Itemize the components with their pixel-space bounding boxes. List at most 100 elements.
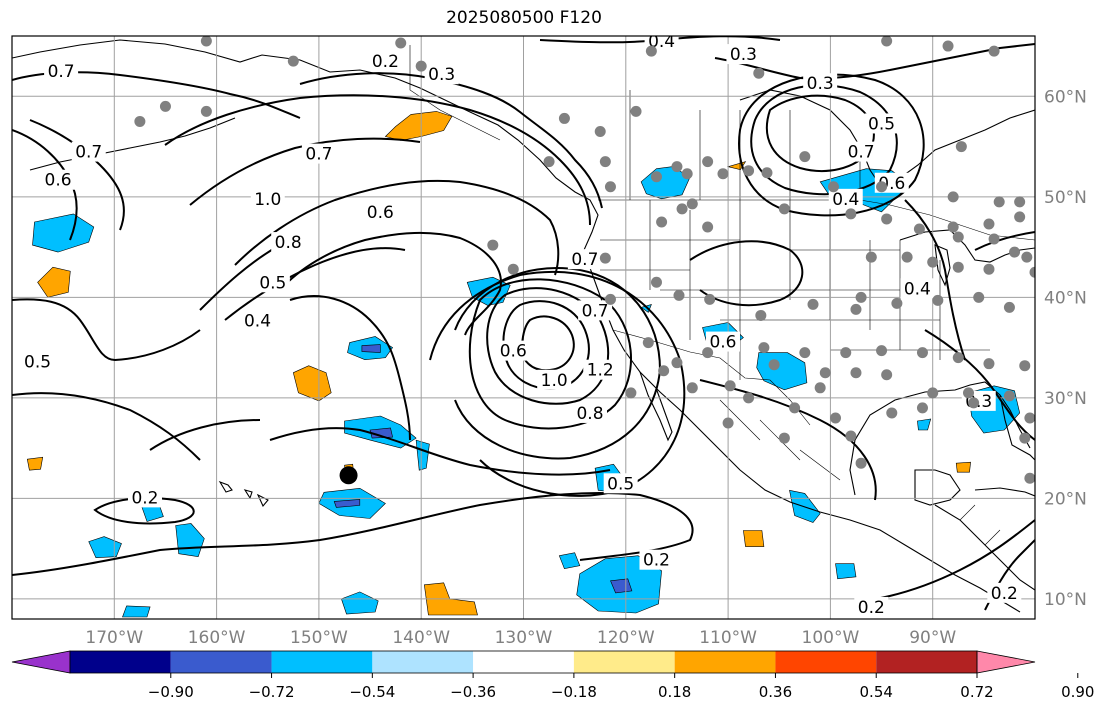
- contour-label-bg: [240, 310, 275, 331]
- station-point: [993, 196, 1005, 208]
- colorbar-bin: [473, 651, 574, 673]
- contour-label: 0.2: [372, 52, 399, 72]
- station-point: [814, 382, 826, 394]
- contour-ridge-1.0: [189, 137, 421, 206]
- lat-tick-label: 60°N: [1044, 87, 1087, 107]
- coastline-aleutians: [29, 117, 236, 171]
- contour-label-bg: [705, 331, 740, 352]
- anomaly-patch-2: [37, 266, 71, 298]
- colorbar-bin: [372, 651, 474, 673]
- station-point: [983, 218, 995, 230]
- station-point: [1009, 246, 1021, 258]
- station-point: [886, 407, 898, 419]
- station-point: [927, 387, 939, 399]
- contour-0.3-north: [299, 72, 603, 209]
- coastline-lake-michigan: [934, 244, 951, 287]
- station-point: [558, 112, 570, 124]
- colorbar-bin: [70, 651, 171, 673]
- station-point: [200, 36, 212, 47]
- station-point: [1021, 251, 1033, 263]
- station-point: [604, 181, 616, 193]
- contour-label: 0.4: [832, 190, 859, 210]
- contour-label-bg: [844, 141, 879, 162]
- station-point: [983, 358, 995, 370]
- contour-label: 0.6: [45, 171, 72, 191]
- contour-label: 0.4: [244, 311, 271, 331]
- contour-ridge-0.4: [199, 244, 281, 311]
- lon-tick-label: 170°W: [85, 628, 143, 648]
- station-point: [799, 151, 811, 163]
- station-point: [927, 256, 939, 268]
- highlight-marker-dot: [339, 466, 358, 485]
- contour-labels-layer: 0.70.20.30.40.30.30.50.70.60.40.40.30.70…: [20, 36, 1022, 618]
- colorbar-bin: [876, 651, 977, 673]
- station-point: [963, 387, 975, 399]
- station-point: [913, 223, 925, 235]
- lon-tick-label: 130°W: [495, 628, 553, 648]
- station-point: [983, 263, 995, 275]
- contour-label-bg: [854, 596, 889, 617]
- contour-ridge-outer: [164, 94, 591, 226]
- contour-ridge-0.8: [234, 179, 560, 276]
- contour-label-bg: [41, 169, 76, 190]
- contour-lines: [12, 36, 1035, 611]
- station-point: [658, 365, 670, 377]
- anomaly-patch-26: [610, 578, 633, 594]
- contour-label-bg: [828, 188, 863, 209]
- contour-east-0.4-trough: [904, 199, 966, 361]
- contour-west-0.5: [12, 298, 201, 362]
- contour-subtropical-1: [269, 427, 611, 476]
- contour-label-bg: [271, 232, 306, 253]
- station-point: [134, 115, 146, 127]
- station-point: [942, 40, 954, 52]
- coastline-north-america: [12, 39, 1021, 613]
- station-point: [743, 165, 755, 177]
- colorbar-tick-label: −0.18: [551, 683, 597, 701]
- contour-east-misc: [974, 231, 1035, 251]
- contour-label: 0.3: [428, 65, 455, 85]
- station-point: [507, 263, 519, 275]
- station-point: [891, 297, 903, 309]
- colorbar-tick-label: −0.54: [349, 683, 395, 701]
- station-point: [876, 345, 888, 357]
- contour-low-0.7: [468, 278, 632, 430]
- contour-label: 0.2: [858, 598, 885, 618]
- station-point: [594, 125, 606, 137]
- border-canada-provinces: [629, 90, 861, 200]
- station-point: [947, 221, 959, 233]
- anomaly-patch-13: [333, 499, 361, 508]
- contour-label: 0.2: [131, 488, 158, 508]
- station-point: [1029, 266, 1035, 278]
- station-point: [722, 417, 734, 429]
- station-point: [778, 432, 790, 444]
- coastline-hawaii-3: [256, 493, 269, 508]
- contour-label-bg: [496, 340, 531, 361]
- coastline-central-america: [934, 504, 1035, 591]
- station-point: [761, 167, 773, 179]
- colorbar-bin: [170, 651, 272, 673]
- station-point: [850, 303, 862, 315]
- station-point: [1014, 196, 1026, 208]
- contour-subtropical-2: [149, 419, 261, 451]
- lon-tick-label: 110°W: [699, 628, 757, 648]
- station-point: [1024, 472, 1035, 484]
- contour-label-bg: [127, 487, 162, 508]
- station-point: [671, 161, 683, 173]
- station-point: [881, 36, 893, 47]
- lat-tick-label: 40°N: [1044, 288, 1087, 308]
- station-point: [395, 37, 407, 49]
- contour-label-bg: [20, 351, 55, 372]
- station-point: [850, 367, 862, 379]
- station-point: [1014, 211, 1026, 223]
- station-point: [881, 369, 893, 381]
- contour-0.2-south: [12, 492, 694, 576]
- colorbar-tick-label: 0.90: [1061, 683, 1094, 701]
- station-point: [650, 171, 662, 183]
- anomaly-patch-22: [743, 530, 765, 547]
- contour-label: 0.7: [48, 62, 75, 82]
- colorbar-bin: [775, 651, 877, 673]
- contour-label-bg: [583, 359, 618, 380]
- contour-label-bg: [900, 278, 935, 299]
- lat-tick-label: 20°N: [1044, 489, 1087, 509]
- colorbar-bin: [271, 651, 373, 673]
